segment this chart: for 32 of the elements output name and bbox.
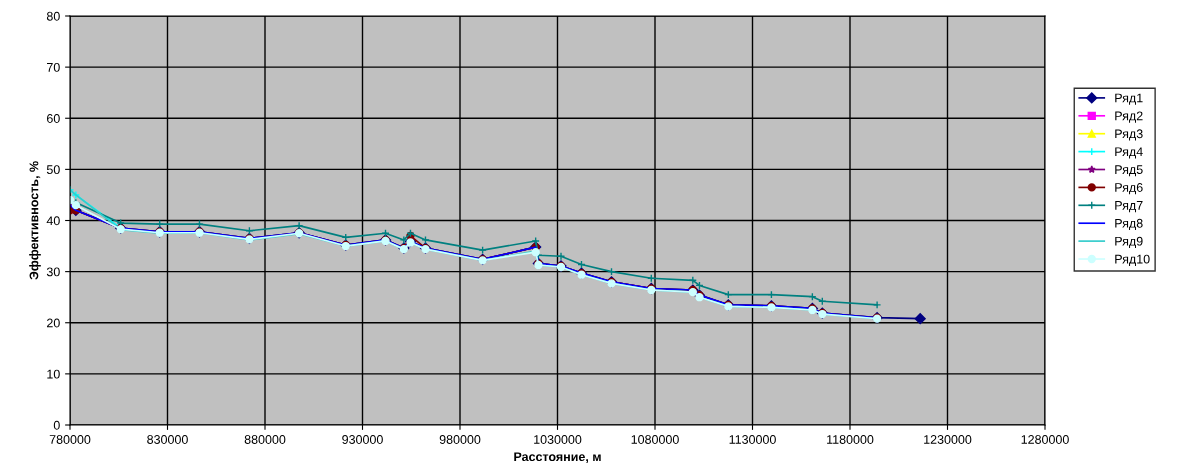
x-tick-label: 1180000 — [827, 435, 874, 444]
y-tick-label: 70 — [47, 62, 60, 72]
legend-label: Ряд5 — [1115, 165, 1143, 177]
y-tick-label: 40 — [46, 216, 60, 226]
y-axis-title: Эффективность, % — [29, 161, 41, 280]
y-tick-label: 20 — [47, 318, 60, 328]
legend-label: Ряд3 — [1115, 129, 1143, 141]
x-tick-label: 780000 — [49, 435, 91, 444]
legend-label: Ряд10 — [1115, 254, 1150, 266]
legend-label: Ряд9 — [1115, 236, 1143, 248]
legend-label: Ряд7 — [1115, 201, 1143, 213]
x-tick-label: 980000 — [439, 435, 481, 444]
x-tick-label: 830000 — [147, 435, 188, 444]
x-tick-label: 1030000 — [534, 435, 582, 444]
y-tick-label: 80 — [46, 11, 60, 21]
legend-label: Ряд1 — [1115, 93, 1143, 105]
y-tick-label: 0 — [53, 420, 60, 430]
y-tick-label: 50 — [46, 165, 60, 175]
x-tick-label: 1230000 — [924, 435, 972, 444]
y-tick-label: 60 — [47, 114, 60, 123]
x-tick-label: 1280000 — [1021, 435, 1069, 444]
legend-label: Ряд8 — [1115, 218, 1143, 231]
x-tick-label: 1130000 — [729, 435, 776, 444]
legend-label: Ряд4 — [1115, 147, 1143, 159]
x-tick-label: 880000 — [244, 435, 286, 444]
y-tick-label: 10 — [47, 369, 60, 379]
x-tick-label: 930000 — [342, 435, 383, 444]
legend-label: Ряд6 — [1115, 183, 1143, 195]
y-tick-label: 30 — [46, 267, 60, 277]
legend-label: Ряд2 — [1115, 111, 1143, 123]
x-tick-label: 1080000 — [631, 435, 679, 444]
x-axis-title: Расстояние, м — [514, 452, 601, 463]
